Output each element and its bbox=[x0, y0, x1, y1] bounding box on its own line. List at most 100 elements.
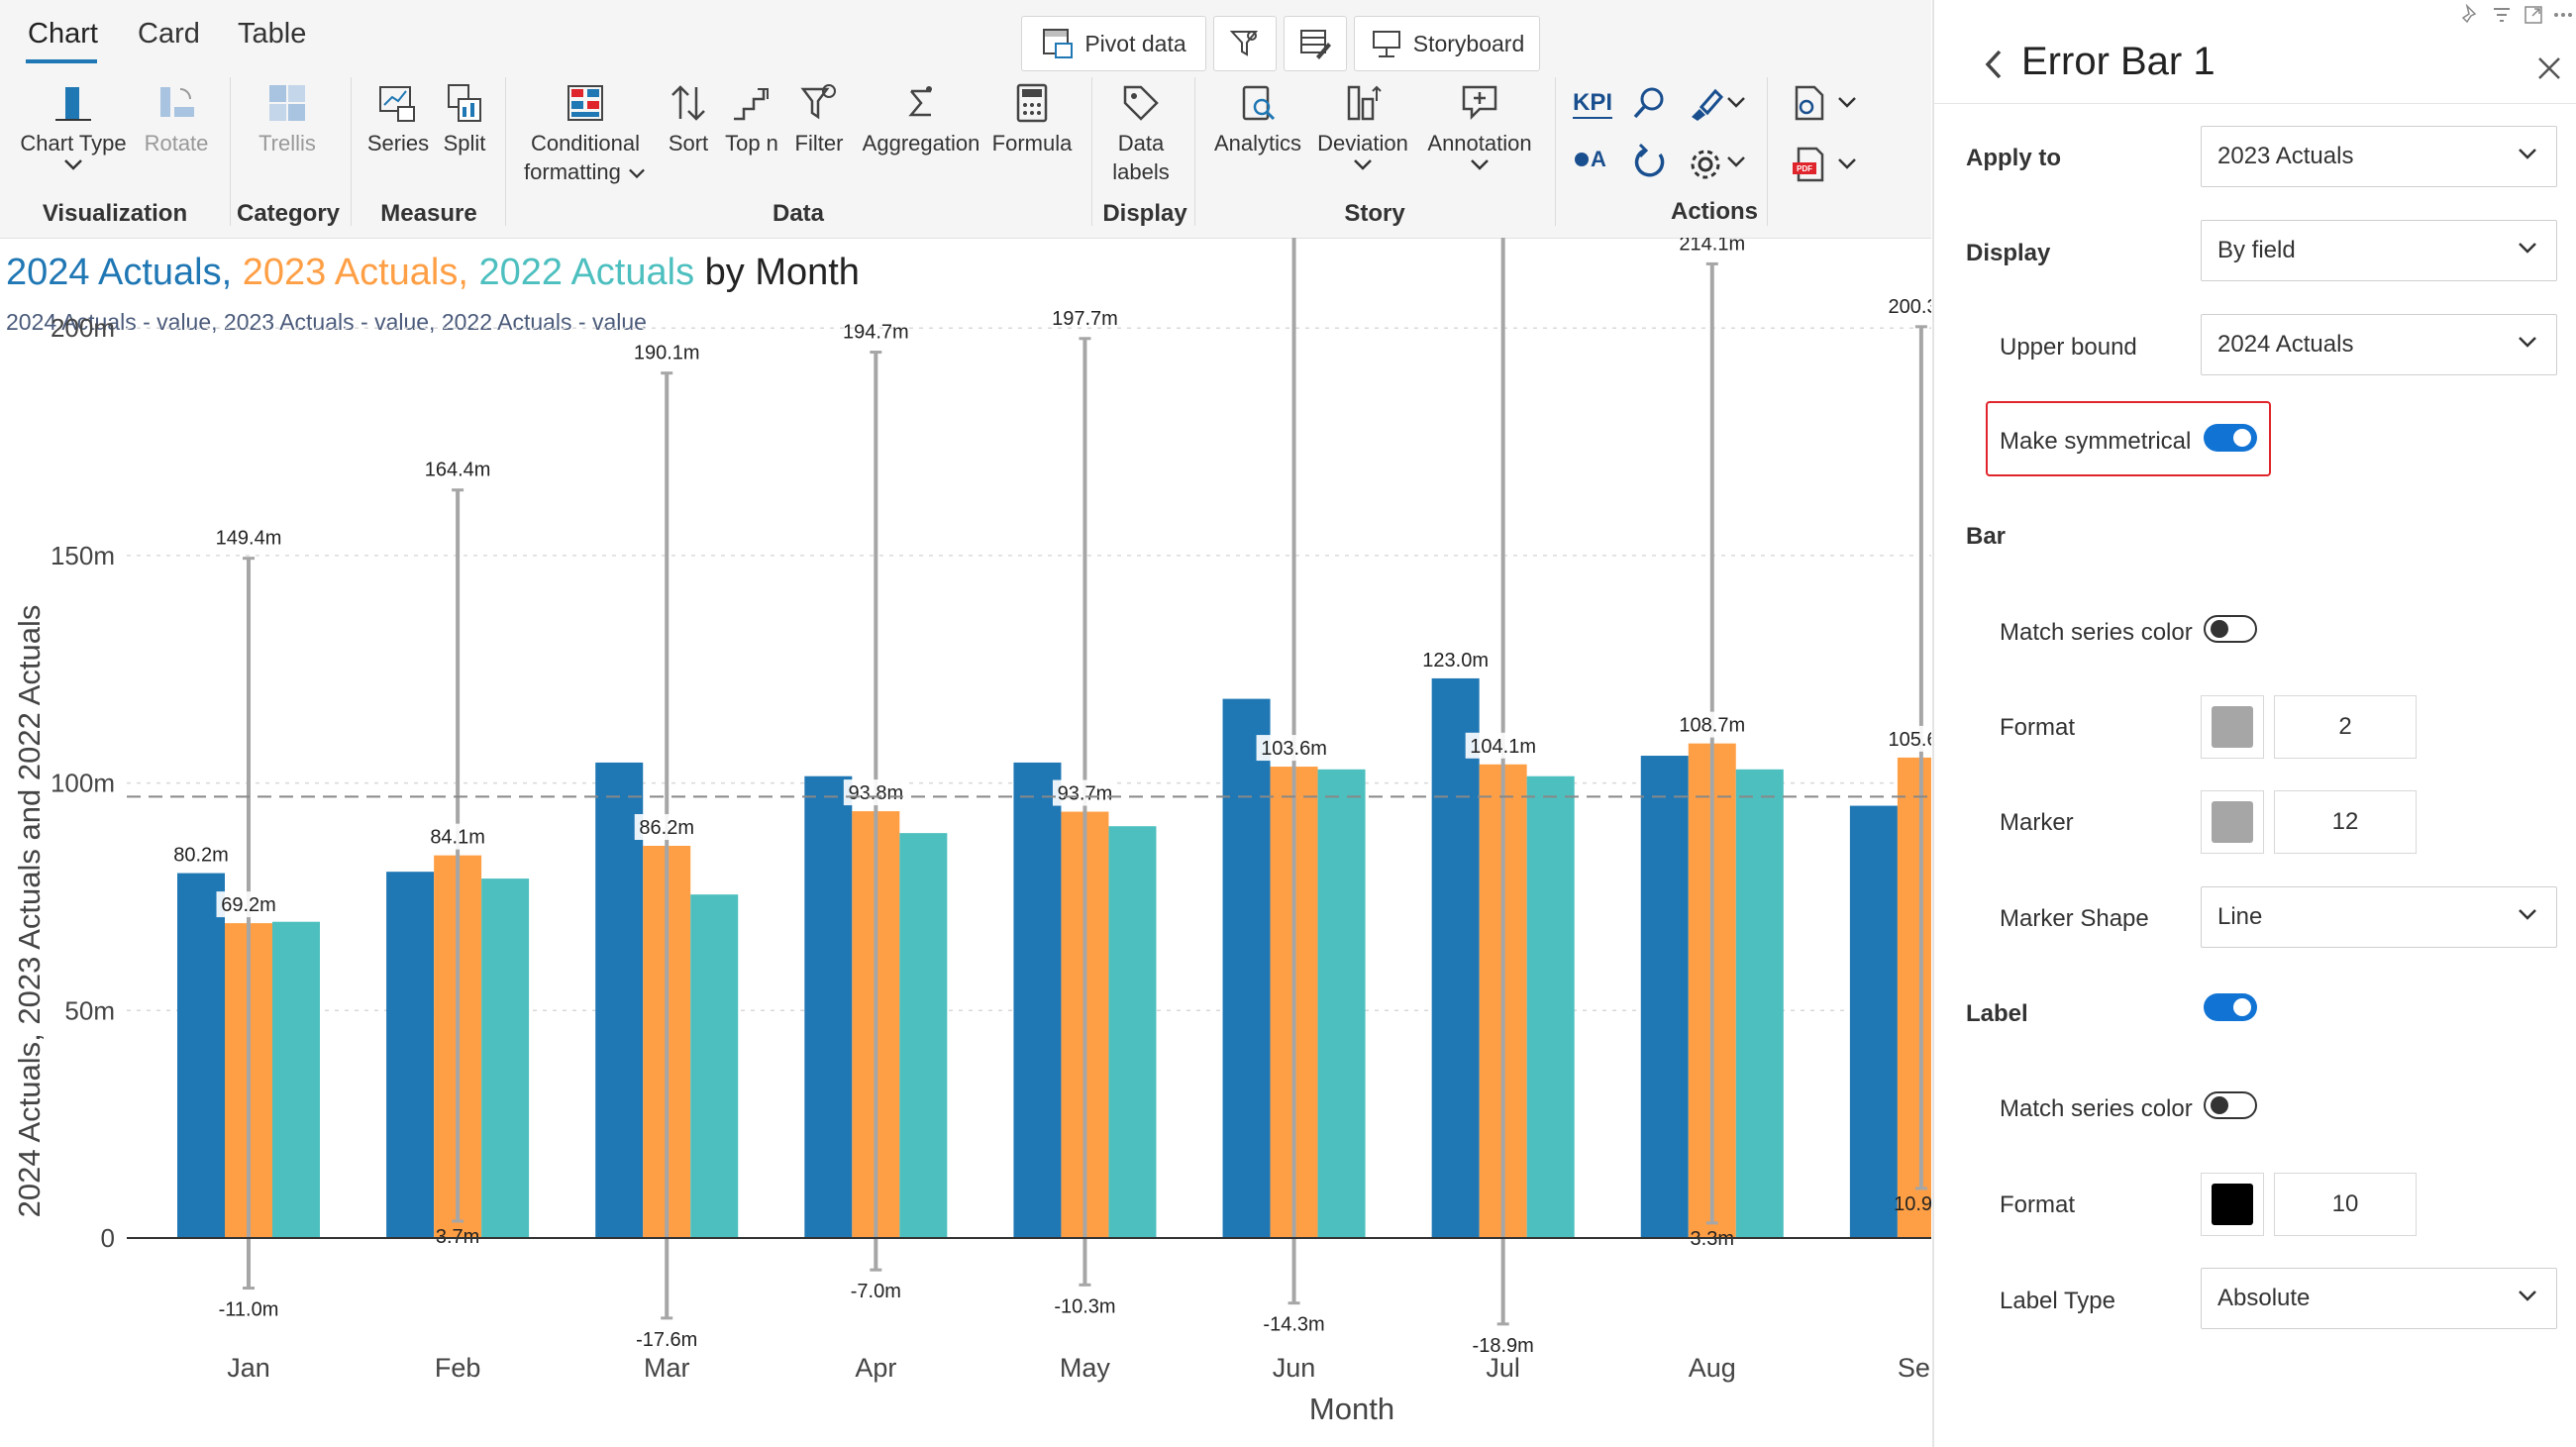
top-n-icon bbox=[734, 88, 769, 121]
x-tick-label: Mar bbox=[644, 1353, 690, 1383]
marker-label: Marker bbox=[2000, 809, 2074, 836]
data-label: 84.1m bbox=[430, 827, 485, 849]
gear-icon[interactable] bbox=[1686, 145, 1725, 184]
kpi-button[interactable]: KPI bbox=[1573, 89, 1613, 119]
paint-brush-icon[interactable] bbox=[1686, 85, 1725, 125]
error-bar-lower-label: -18.9m bbox=[1473, 1335, 1534, 1357]
rotate-button[interactable]: Rotate bbox=[137, 81, 216, 157]
upper-bound-value: 2024 Actuals bbox=[2217, 331, 2354, 358]
divider bbox=[351, 77, 352, 226]
chart-type-button[interactable]: Chart Type bbox=[18, 81, 129, 173]
formula-label: Formula bbox=[991, 131, 1073, 155]
display-dropdown[interactable]: By field bbox=[2201, 220, 2557, 281]
chevron-down-icon[interactable] bbox=[1836, 155, 1858, 172]
tab-table[interactable]: Table bbox=[238, 18, 307, 50]
highlight-box bbox=[1986, 401, 2271, 476]
conditional-formatting-button[interactable]: Conditional formatting bbox=[515, 81, 656, 186]
annotation-button[interactable]: Annotation bbox=[1418, 81, 1541, 173]
bar-width-input[interactable]: 2 bbox=[2274, 695, 2417, 759]
error-bar-lower-label: -7.0m bbox=[851, 1281, 901, 1302]
pdf-export-icon[interactable]: PDF bbox=[1789, 145, 1828, 184]
divider bbox=[505, 77, 506, 226]
analytics-button[interactable]: Analytics bbox=[1208, 81, 1307, 157]
analytics-icon bbox=[1242, 85, 1276, 121]
data-labels-label-2: labels bbox=[1112, 159, 1170, 184]
trellis-button[interactable]: Trellis bbox=[246, 81, 329, 157]
analytics-label: Analytics bbox=[1213, 131, 1302, 155]
chart-title-part: by Month bbox=[694, 252, 860, 293]
bar bbox=[386, 872, 435, 1238]
divider bbox=[1091, 77, 1092, 226]
x-tick-label: Aug bbox=[1689, 1353, 1736, 1383]
back-chevron-icon[interactable] bbox=[1980, 48, 2008, 81]
x-tick-label: Jan bbox=[227, 1353, 270, 1383]
error-bar-upper-label: 194.7m bbox=[843, 322, 909, 344]
filter-icon[interactable] bbox=[2491, 4, 2513, 26]
conditional-label-2: formatting bbox=[524, 159, 621, 184]
marker-size-input[interactable]: 12 bbox=[2274, 790, 2417, 854]
expand-icon[interactable] bbox=[2523, 4, 2544, 26]
edit-table-button[interactable] bbox=[1284, 16, 1347, 71]
bar bbox=[1897, 757, 1931, 1238]
bar-match-color-toggle[interactable] bbox=[2204, 615, 2257, 643]
chevron-down-icon bbox=[64, 159, 82, 170]
label-color-picker[interactable] bbox=[2201, 1173, 2264, 1236]
data-label-bg bbox=[168, 841, 234, 868]
upper-bound-dropdown[interactable]: 2024 Actuals bbox=[2201, 314, 2557, 375]
kpi-a-button[interactable]: A bbox=[1575, 147, 1606, 172]
group-category: Category bbox=[236, 200, 341, 227]
split-button[interactable]: Split bbox=[436, 81, 493, 157]
error-bar-upper-label: 200.3m bbox=[1889, 296, 1931, 318]
deviation-button[interactable]: Deviation bbox=[1311, 81, 1414, 173]
label-match-color-toggle[interactable] bbox=[2204, 1091, 2257, 1119]
filter-settings-button[interactable] bbox=[1213, 16, 1277, 71]
top-n-label: Top n bbox=[725, 131, 778, 155]
top-n-button[interactable]: Top n bbox=[717, 81, 786, 157]
more-options-icon[interactable] bbox=[2552, 4, 2574, 26]
bar bbox=[595, 762, 644, 1238]
pivot-data-button[interactable]: Pivot data bbox=[1021, 16, 1206, 71]
marker-shape-dropdown[interactable]: Line bbox=[2201, 886, 2557, 948]
bar-color-picker[interactable] bbox=[2201, 695, 2264, 759]
aggregation-button[interactable]: Aggregation bbox=[854, 81, 988, 157]
data-label-bg bbox=[1052, 779, 1117, 806]
export-settings-icon[interactable] bbox=[1789, 83, 1828, 123]
chart-type-label: Chart Type bbox=[20, 131, 127, 155]
sort-button[interactable]: Sort bbox=[662, 81, 715, 157]
pin-icon[interactable] bbox=[2459, 4, 2481, 26]
funnel-gear-icon bbox=[1229, 31, 1259, 56]
toggle-knob bbox=[2211, 620, 2228, 638]
data-label-bg bbox=[1417, 646, 1494, 672]
make-symmetrical-toggle[interactable] bbox=[2204, 424, 2257, 452]
error-bar-panel: Error Bar 1 Apply to 2023 Actuals Displa… bbox=[1932, 0, 2576, 1447]
label-size-input[interactable]: 10 bbox=[2274, 1173, 2417, 1236]
close-icon[interactable] bbox=[2536, 55, 2562, 81]
search-icon[interactable] bbox=[1630, 83, 1670, 123]
series-button[interactable]: Series bbox=[361, 81, 436, 157]
divider bbox=[1194, 77, 1195, 226]
toggle-knob bbox=[2211, 1096, 2228, 1114]
formula-button[interactable]: Formula bbox=[990, 81, 1074, 157]
tab-chart[interactable]: Chart bbox=[28, 18, 98, 50]
bar bbox=[899, 833, 948, 1238]
group-display: Display bbox=[1102, 200, 1187, 227]
chevron-down-icon[interactable] bbox=[1725, 93, 1747, 111]
filter-button[interactable]: Filter bbox=[788, 81, 850, 157]
tab-card[interactable]: Card bbox=[138, 18, 200, 50]
data-label: 80.2m bbox=[173, 845, 229, 867]
label-type-dropdown[interactable]: Absolute bbox=[2201, 1268, 2557, 1329]
label-toggle[interactable] bbox=[2204, 993, 2257, 1021]
y-tick-label: 0 bbox=[101, 1223, 115, 1253]
storyboard-icon bbox=[1372, 31, 1400, 57]
refresh-icon[interactable] bbox=[1630, 143, 1670, 182]
bar bbox=[481, 879, 530, 1238]
chevron-down-icon[interactable] bbox=[1836, 93, 1858, 111]
bar bbox=[1108, 826, 1157, 1238]
data-labels-button[interactable]: Data labels bbox=[1099, 81, 1183, 186]
marker-color-picker[interactable] bbox=[2201, 790, 2264, 854]
chevron-down-icon[interactable] bbox=[1725, 153, 1747, 170]
group-data: Data bbox=[772, 200, 825, 227]
apply-to-dropdown[interactable]: 2023 Actuals bbox=[2201, 126, 2557, 187]
storyboard-button[interactable]: Storyboard bbox=[1354, 16, 1540, 71]
storyboard-label: Storyboard bbox=[1412, 30, 1525, 56]
